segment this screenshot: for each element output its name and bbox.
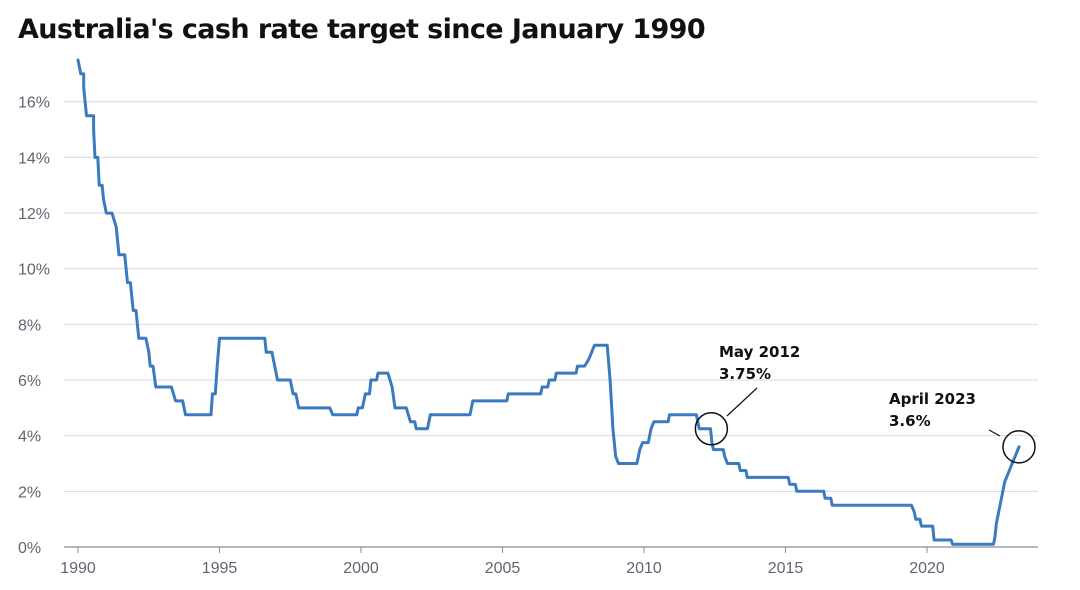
x-tick-label: 2010 <box>626 560 662 577</box>
y-tick-label: 4% <box>18 429 41 446</box>
x-tick-label: 2005 <box>485 560 521 577</box>
x-axis-tick-labels: 1990 1995 2000 2005 2010 2015 2020 <box>60 547 945 577</box>
y-tick-label: 0% <box>18 540 41 557</box>
annotation-label-date: April 2023 <box>889 390 976 408</box>
x-tick-label: 1990 <box>60 560 96 577</box>
annotation-label-value: 3.6% <box>889 412 931 430</box>
y-tick-label: 8% <box>18 317 41 334</box>
x-tick-label: 2000 <box>343 560 379 577</box>
annotation-leader <box>988 429 1001 437</box>
series-layer <box>76 58 1021 546</box>
annotation-leader <box>726 387 758 417</box>
y-tick-label: 6% <box>18 373 41 390</box>
x-tick-label: 2015 <box>768 560 804 577</box>
y-tick-label: 12% <box>18 206 50 223</box>
annotation-circle <box>1002 430 1036 464</box>
grid-lines <box>64 101 1038 492</box>
series-line <box>76 58 1021 546</box>
y-tick-label: 16% <box>18 95 50 112</box>
y-tick-label: 2% <box>18 484 41 501</box>
annotation-circle <box>694 411 729 446</box>
annotation-label-value: 3.75% <box>719 365 771 383</box>
x-tick-label: 1995 <box>202 560 238 577</box>
y-tick-label: 10% <box>18 262 50 279</box>
annotations: May 2012 3.75% April 2023 3.6% <box>694 343 1036 464</box>
x-tick-label: 2020 <box>909 560 945 577</box>
annotation-label-date: May 2012 <box>719 343 800 361</box>
chart-title: Australia's cash rate target since Janua… <box>18 14 706 45</box>
y-tick-label: 14% <box>18 150 50 167</box>
y-axis-tick-labels: 0% 2% 4% 6% 8% 10% 12% 14% 16% <box>18 95 50 557</box>
